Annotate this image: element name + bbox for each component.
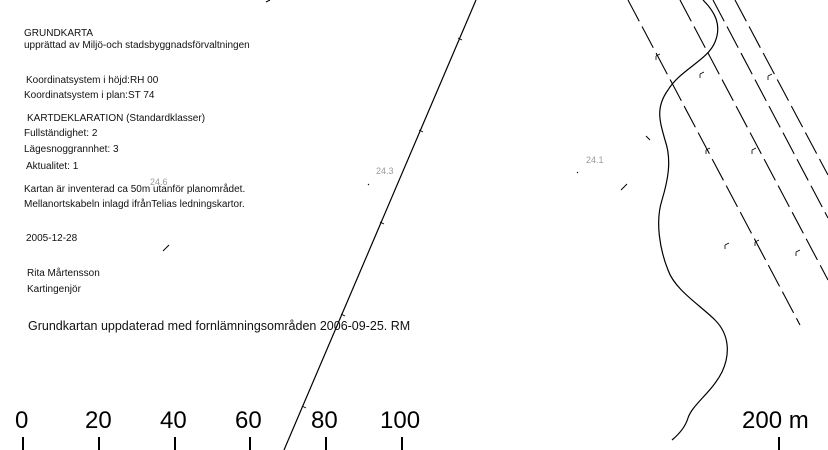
coord-system-plan: Koordinatsystem i plan:ST 74 — [24, 90, 155, 101]
diagonal-line — [283, 0, 477, 450]
scale-label: 40 — [160, 407, 187, 434]
dashed-road-lines — [627, 0, 828, 326]
dashed-line-markers — [655, 53, 801, 256]
declaration-heading: KARTDEKLARATION (Standardklasser) — [27, 113, 206, 124]
note-cable: Mellanortskabeln inlagd ifrånTelias ledn… — [24, 199, 245, 210]
terrain-marks — [162, 0, 651, 252]
declaration-currency: Aktualitet: 1 — [26, 161, 79, 172]
map-title: GRUNDKARTA — [24, 28, 94, 39]
scale-label: 60 — [235, 407, 262, 434]
note-inventory: Kartan är inventerad ca 50m utanför plan… — [24, 184, 246, 195]
author-role: Kartingenjör — [27, 284, 81, 295]
elevation-label: 24.3 — [376, 166, 394, 176]
declaration-accuracy: Lägesnoggrannhet: 3 — [24, 144, 119, 155]
scale-label: 100 — [380, 407, 421, 434]
elevation-label: 24.6 — [150, 177, 168, 187]
declaration-completeness: Fullständighet: 2 — [24, 128, 98, 139]
scale-label: 20 — [85, 407, 112, 434]
diagonal-line-ticks — [301, 37, 463, 409]
update-note: Grundkartan uppdaterad med fornlämningso… — [28, 319, 411, 333]
map-subtitle: upprättad av Miljö-och stadsbyggnadsförv… — [24, 40, 250, 51]
scale-label: 80 — [311, 407, 338, 434]
map-date: 2005-12-28 — [26, 233, 78, 244]
elevation-label: 24.1 — [586, 155, 604, 165]
stream-line — [658, 0, 728, 441]
scale-bar-ticks — [22, 437, 780, 450]
scale-label: 0 — [15, 407, 29, 434]
scale-label: 200 m — [742, 407, 809, 434]
coord-system-height: Koordinatsystem i höjd:RH 00 — [26, 75, 159, 86]
author-name: Rita Mårtensson — [27, 268, 100, 279]
